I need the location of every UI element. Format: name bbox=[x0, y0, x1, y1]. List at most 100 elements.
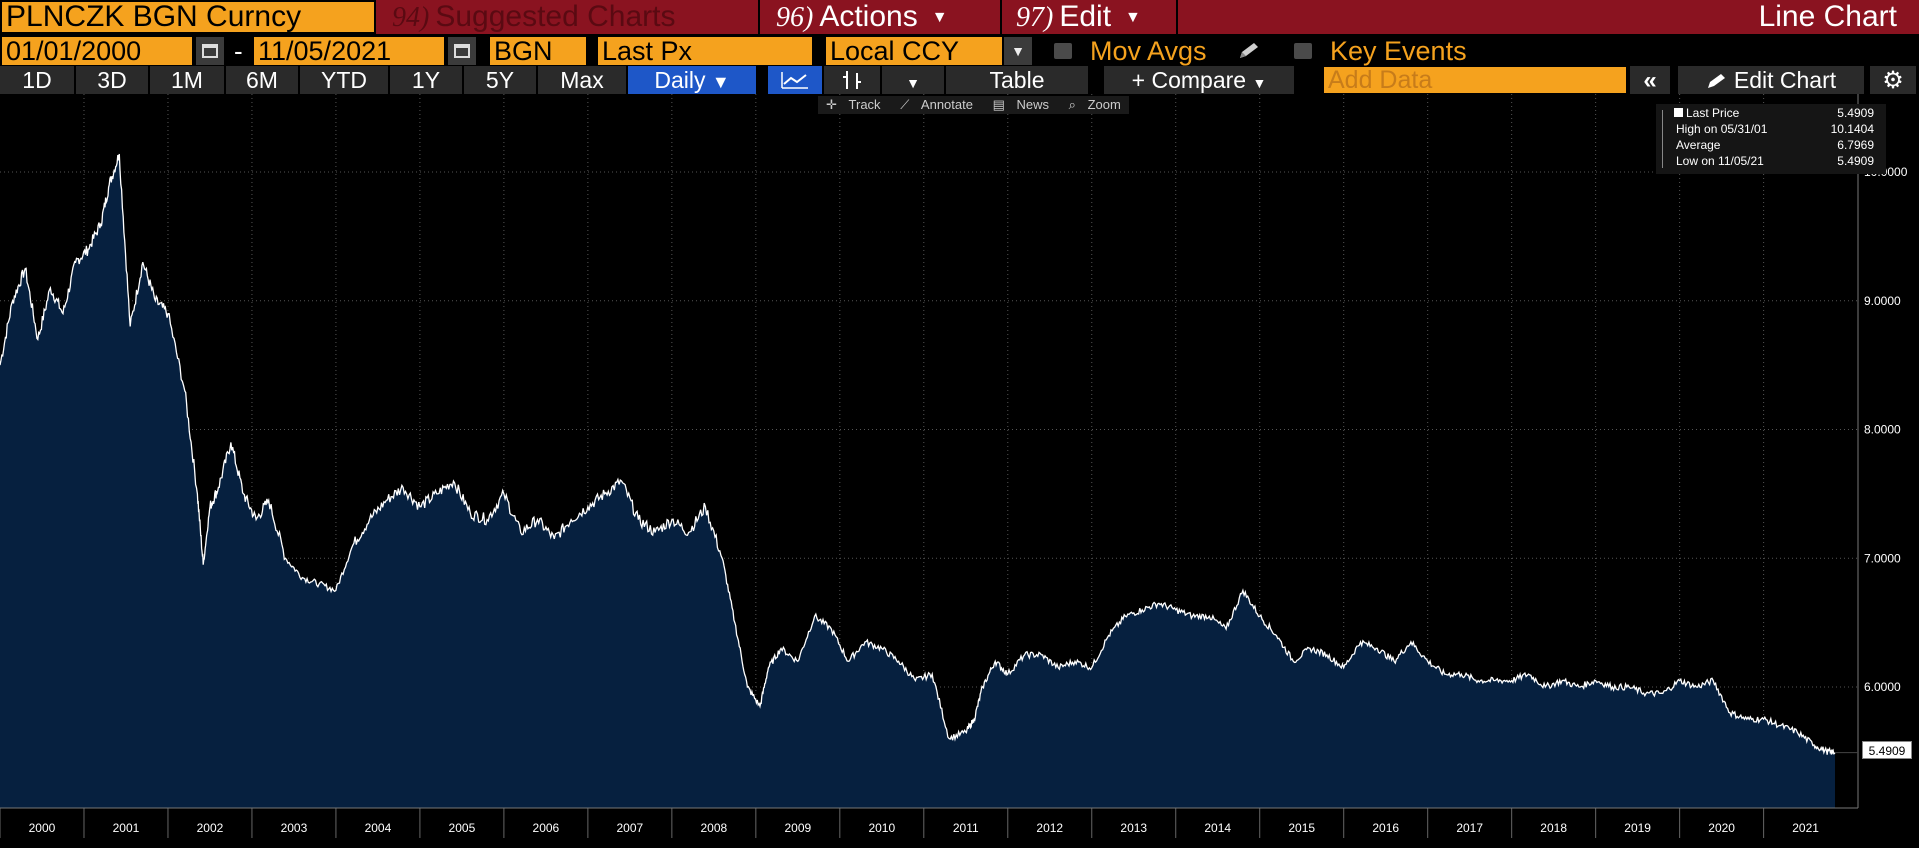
x-tick-label: 2015 bbox=[1288, 821, 1315, 835]
x-tick-label: 2010 bbox=[868, 821, 895, 835]
frequency-daily-button[interactable]: Daily ▼ bbox=[628, 66, 756, 94]
range-1m-button[interactable]: 1M bbox=[150, 66, 224, 94]
x-tick-label: 2011 bbox=[953, 821, 979, 835]
collapse-button[interactable]: « bbox=[1630, 66, 1670, 94]
range-max-button[interactable]: Max bbox=[538, 66, 626, 94]
legend-high-label: High on 05/31/01 bbox=[1676, 122, 1768, 136]
x-tick-label: 2007 bbox=[617, 821, 644, 835]
currency-selector[interactable]: Local CCY bbox=[826, 37, 1002, 65]
bar-chart-style-button[interactable] bbox=[824, 66, 880, 94]
x-tick-label: 2017 bbox=[1456, 821, 1483, 835]
daily-label: Daily bbox=[654, 67, 706, 93]
edit-chart-button[interactable]: Edit Chart bbox=[1678, 66, 1864, 94]
source-field[interactable]: BGN bbox=[490, 37, 586, 65]
header-bar: PLNCZK BGN Curncy 94) Suggested Charts 96… bbox=[0, 0, 1919, 34]
start-calendar-button[interactable] bbox=[196, 37, 224, 65]
chevron-down-icon: ▼ bbox=[1011, 43, 1025, 59]
suggested-charts-button[interactable]: 94) Suggested Charts bbox=[378, 0, 760, 34]
add-data-input[interactable]: Add Data bbox=[1324, 67, 1626, 93]
line-chart-style-button[interactable] bbox=[768, 66, 822, 94]
price-chart[interactable]: 10.00009.00008.00007.00006.0000200020012… bbox=[0, 94, 1919, 848]
range-5y-button[interactable]: 5Y bbox=[464, 66, 536, 94]
pencil-icon[interactable] bbox=[1236, 42, 1262, 60]
chart-style-dropdown[interactable]: ▼ bbox=[882, 66, 944, 94]
field-selector[interactable]: Last Px bbox=[598, 37, 812, 65]
table-button[interactable]: Table bbox=[946, 66, 1088, 94]
annotate-icon: ⟋ bbox=[900, 97, 910, 112]
chevron-down-icon: ▼ bbox=[931, 9, 948, 27]
compare-button[interactable]: + Compare ▼ bbox=[1104, 66, 1294, 94]
legend-last-price-label: Last Price bbox=[1686, 106, 1740, 120]
calendar-icon bbox=[454, 44, 470, 58]
edit-label: Edit bbox=[1059, 0, 1112, 33]
edit-number: 97) bbox=[1016, 2, 1054, 33]
settings-button[interactable]: ⚙ bbox=[1870, 66, 1916, 94]
range-1y-button[interactable]: 1Y bbox=[390, 66, 462, 94]
x-tick-label: 2018 bbox=[1540, 821, 1567, 835]
chart-tools-bar: ✛ Track ⟋ Annotate ▤ News ⌕ Zoom bbox=[818, 96, 1129, 114]
line-chart-icon bbox=[781, 72, 808, 89]
zoom-icon: ⌕ bbox=[1068, 97, 1076, 112]
x-tick-label: 2008 bbox=[700, 821, 727, 835]
x-tick-label: 2012 bbox=[1036, 821, 1063, 835]
x-tick-label: 2004 bbox=[365, 821, 392, 835]
y-tick-label: 6.0000 bbox=[1864, 680, 1901, 694]
legend-bracket bbox=[1662, 110, 1664, 168]
suggested-charts-number: 94) bbox=[392, 2, 430, 33]
gear-icon: ⚙ bbox=[1882, 67, 1904, 94]
price-line bbox=[0, 153, 1836, 755]
actions-label: Actions bbox=[819, 0, 918, 33]
calendar-icon bbox=[202, 44, 218, 58]
x-tick-label: 2019 bbox=[1624, 821, 1651, 835]
chart-legend: Last Price 5.4909 High on 05/31/01 10.14… bbox=[1656, 104, 1886, 174]
x-tick-label: 2009 bbox=[784, 821, 811, 835]
currency-dropdown-button[interactable]: ▼ bbox=[1004, 37, 1032, 65]
actions-number: 96) bbox=[776, 2, 814, 33]
legend-low-value: 5.4909 bbox=[1837, 154, 1874, 168]
chevron-down-icon: ▼ bbox=[1252, 75, 1267, 91]
annotate-tool-label: Annotate bbox=[920, 97, 973, 112]
x-tick-label: 2006 bbox=[533, 821, 560, 835]
track-tool[interactable]: ✛ Track bbox=[822, 97, 885, 112]
news-icon: ▤ bbox=[992, 97, 1005, 112]
date-separator: - bbox=[234, 36, 243, 66]
edit-chart-label: Edit Chart bbox=[1733, 67, 1837, 93]
range-3d-button[interactable]: 3D bbox=[76, 66, 148, 94]
x-tick-label: 2002 bbox=[197, 821, 224, 835]
news-tool-label: News bbox=[1016, 97, 1050, 112]
edit-menu[interactable]: 97) Edit ▼ bbox=[1004, 0, 1178, 34]
end-date-field[interactable]: 11/05/2021 bbox=[254, 37, 444, 65]
double-chevron-left-icon: « bbox=[1643, 67, 1657, 94]
start-date-field[interactable]: 01/01/2000 bbox=[2, 37, 192, 65]
annotate-tool[interactable]: ⟋ Annotate bbox=[896, 97, 977, 112]
price-area bbox=[0, 153, 1836, 808]
track-tool-label: Track bbox=[848, 97, 881, 112]
pencil-icon bbox=[1707, 74, 1725, 88]
legend-low-label: Low on 11/05/21 bbox=[1676, 154, 1764, 168]
zoom-tool[interactable]: ⌕ Zoom bbox=[1065, 97, 1125, 112]
security-ticker[interactable]: PLNCZK BGN Curncy bbox=[0, 0, 376, 34]
legend-high-value: 10.1404 bbox=[1830, 122, 1874, 136]
chevron-down-icon: ▼ bbox=[906, 75, 920, 91]
x-tick-label: 2000 bbox=[29, 821, 56, 835]
crosshair-icon: ✛ bbox=[826, 97, 837, 112]
legend-last-price-value: 5.4909 bbox=[1837, 106, 1874, 120]
x-tick-label: 2020 bbox=[1708, 821, 1735, 835]
key-events-label: Key Events bbox=[1330, 36, 1467, 66]
chart-axes: 10.00009.00008.00007.00006.0000200020012… bbox=[0, 94, 1908, 838]
actions-menu[interactable]: 96) Actions ▼ bbox=[762, 0, 1002, 34]
news-tool[interactable]: ▤ News bbox=[989, 97, 1053, 112]
range-ytd-button[interactable]: YTD bbox=[300, 66, 388, 94]
chevron-down-icon: ▼ bbox=[1125, 9, 1141, 27]
mov-avgs-checkbox[interactable] bbox=[1054, 43, 1072, 59]
range-6m-button[interactable]: 6M bbox=[226, 66, 298, 94]
key-events-checkbox[interactable] bbox=[1294, 43, 1312, 59]
compare-label: + Compare bbox=[1131, 67, 1247, 93]
y-tick-label: 8.0000 bbox=[1864, 423, 1901, 437]
range-1d-button[interactable]: 1D bbox=[0, 66, 74, 94]
price-area-fill bbox=[0, 154, 1835, 808]
ohlc-bar-icon bbox=[843, 71, 861, 89]
end-calendar-button[interactable] bbox=[448, 37, 476, 65]
x-tick-label: 2013 bbox=[1120, 821, 1147, 835]
legend-last-price: Last Price bbox=[1674, 106, 1739, 120]
